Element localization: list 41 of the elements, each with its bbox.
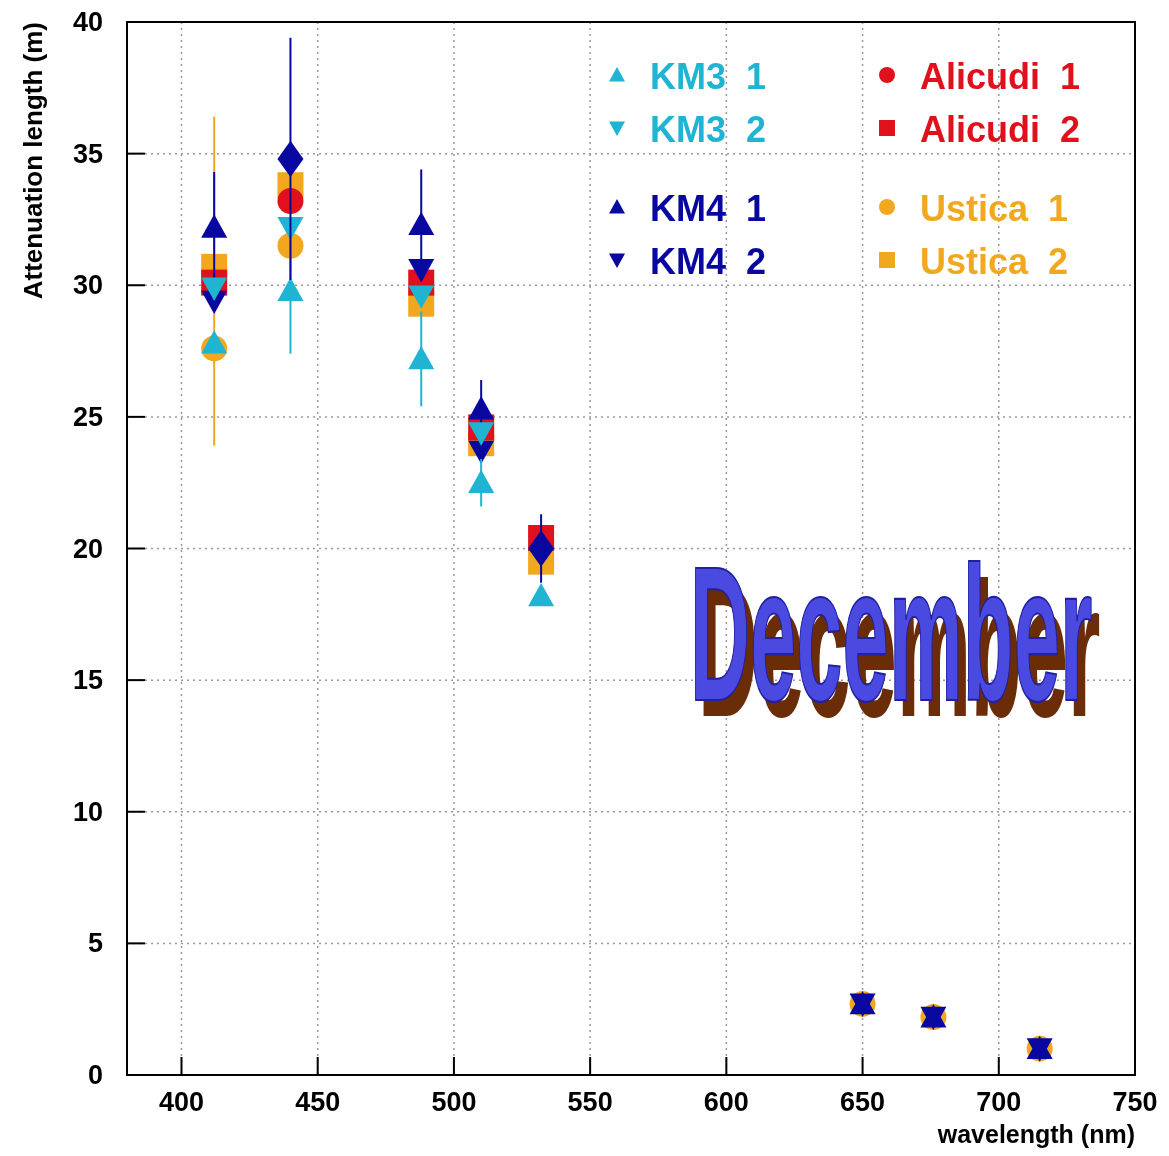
y-tick-label: 25 bbox=[72, 401, 103, 432]
y-tick-label: 10 bbox=[72, 796, 103, 827]
y-tick-label: 20 bbox=[72, 533, 103, 564]
legend-label: Ustica 2 bbox=[920, 241, 1069, 282]
point bbox=[468, 422, 495, 446]
x-tick-label: 500 bbox=[431, 1087, 477, 1117]
point bbox=[408, 285, 435, 309]
x-tick-label: 600 bbox=[703, 1087, 749, 1117]
point bbox=[468, 395, 495, 420]
legend-label: Ustica 1 bbox=[920, 188, 1069, 229]
point bbox=[408, 211, 435, 236]
legend-label: Alicudi 2 bbox=[920, 109, 1081, 150]
point bbox=[528, 582, 555, 607]
point bbox=[468, 440, 495, 465]
x-tick-label: 400 bbox=[158, 1087, 205, 1117]
y-tick-label: 15 bbox=[72, 665, 103, 696]
y-axis-title: Attenuation length (m) bbox=[18, 22, 48, 300]
legend-label: KM3 1 bbox=[650, 56, 767, 97]
x-tick-label: 650 bbox=[840, 1087, 886, 1117]
legend-label: Alicudi 1 bbox=[920, 56, 1081, 97]
legend-label: KM4 1 bbox=[650, 188, 767, 229]
point bbox=[408, 345, 435, 370]
point bbox=[468, 469, 495, 494]
y-tick-label: 0 bbox=[87, 1060, 103, 1090]
point bbox=[201, 277, 228, 301]
x-tick-label: 450 bbox=[295, 1087, 341, 1117]
point bbox=[201, 214, 228, 238]
point bbox=[201, 330, 228, 354]
y-tick-label: 30 bbox=[72, 270, 103, 301]
point bbox=[528, 530, 555, 567]
point bbox=[277, 277, 304, 301]
y-tick-label: 35 bbox=[72, 138, 103, 169]
x-axis-title: wavelength (nm) bbox=[936, 1120, 1135, 1148]
x-tick-label: 750 bbox=[1112, 1087, 1158, 1117]
y-tick-label: 5 bbox=[87, 928, 103, 959]
point bbox=[277, 140, 304, 178]
x-tick-label: 550 bbox=[567, 1087, 613, 1117]
legend-label: KM3 2 bbox=[650, 109, 767, 150]
x-tick-label: 700 bbox=[976, 1087, 1022, 1117]
legend-label: KM4 2 bbox=[650, 241, 767, 282]
y-tick-label: 40 bbox=[72, 7, 103, 37]
